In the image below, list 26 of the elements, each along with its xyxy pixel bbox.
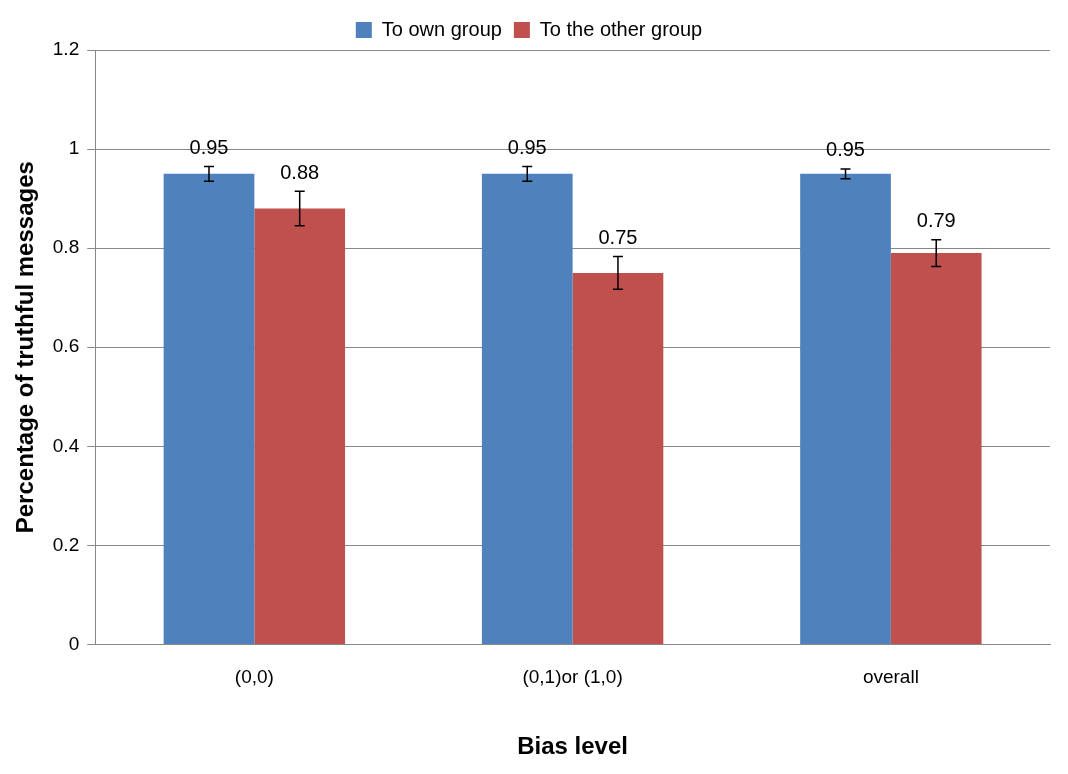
y-tick-label: 0	[68, 632, 80, 654]
bar	[481, 173, 573, 644]
y-tick-label: 0.6	[52, 335, 80, 357]
x-tick-label: (0,1)or (1,0)	[522, 666, 623, 688]
bar	[254, 208, 346, 644]
y-tick-label: 0.2	[52, 533, 80, 555]
data-label: 0.79	[916, 209, 956, 232]
bar	[572, 272, 664, 644]
x-axis-title: Bias level	[517, 732, 628, 760]
legend-label: To the other group	[539, 17, 703, 40]
data-label: 0.95	[826, 138, 865, 161]
x-tick-label: (0,0)	[234, 666, 274, 688]
data-label: 0.95	[507, 135, 547, 158]
y-tick-label: 0.4	[52, 434, 80, 456]
y-axis-title: Percentage of truthful messages	[11, 161, 39, 534]
x-tick-label: overall	[862, 666, 919, 688]
bar	[800, 173, 891, 644]
legend-label: To own group	[381, 17, 502, 40]
bar	[163, 173, 255, 644]
y-tick-label: 1.2	[52, 38, 80, 60]
data-label: 0.88	[280, 160, 320, 183]
y-tick-label: 0.8	[52, 236, 80, 258]
y-tick-label: 1	[68, 137, 80, 159]
data-label: 0.75	[598, 226, 638, 249]
bar	[890, 253, 982, 644]
data-label: 0.95	[189, 135, 229, 158]
